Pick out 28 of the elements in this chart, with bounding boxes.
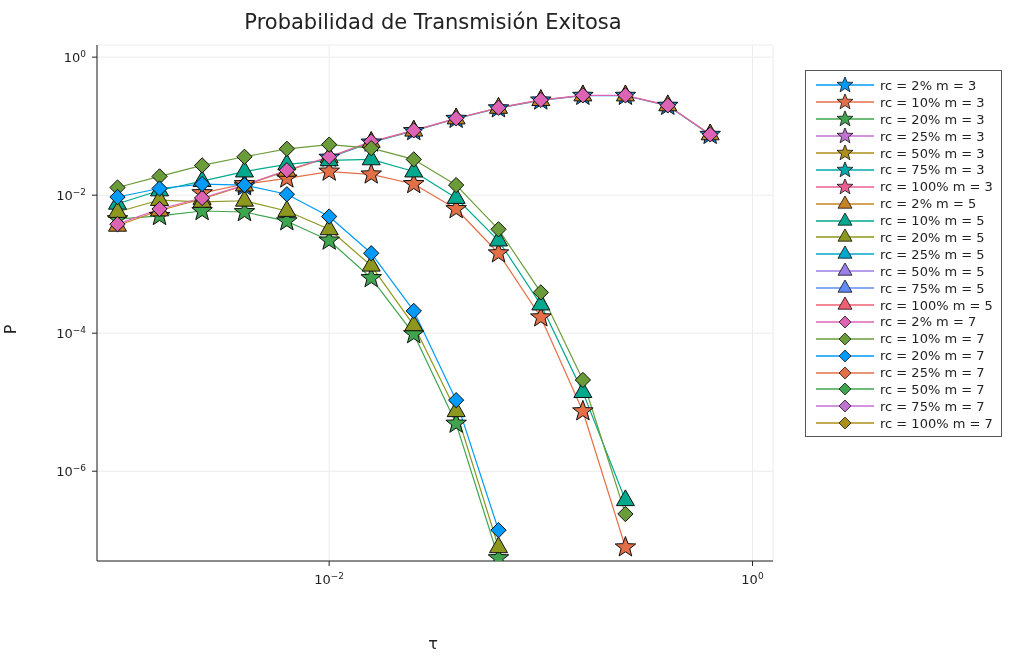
- y-axis-title: P: [1, 324, 21, 335]
- x-axis-title: τ: [427, 634, 439, 653]
- legend-label: rc = 10% m = 3: [880, 94, 985, 110]
- legend-label: rc = 25% m = 5: [880, 246, 985, 262]
- legend-label: rc = 10% m = 5: [880, 213, 985, 229]
- legend-label: rc = 100% m = 7: [880, 415, 993, 431]
- y-tick-label: 10$^{−4}$: [56, 325, 87, 342]
- legend-label: rc = 2% m = 7: [880, 314, 977, 330]
- chart-title: Probabilidad de Transmisión Exitosa: [243, 10, 623, 34]
- legend-label: rc = 20% m = 5: [880, 229, 985, 245]
- legend-label: rc = 25% m = 3: [880, 128, 985, 144]
- y-tick-label: 10$^{−2}$: [56, 187, 86, 204]
- y-tick-label: 10$^{0}$: [63, 49, 87, 66]
- legend-label: rc = 2% m = 3: [880, 77, 977, 93]
- legend-label: rc = 75% m = 3: [880, 162, 985, 178]
- legend-label: rc = 2% m = 5: [880, 196, 977, 212]
- legend-label: rc = 100% m = 3: [880, 179, 993, 195]
- legend-label: rc = 50% m = 3: [880, 145, 985, 161]
- legend-label: rc = 20% m = 7: [880, 348, 985, 364]
- y-tick-label: 10$^{−6}$: [56, 463, 87, 480]
- legend-label: rc = 25% m = 7: [880, 365, 985, 381]
- legend-label: rc = 100% m = 5: [880, 297, 993, 313]
- legend-label: rc = 50% m = 5: [880, 263, 985, 279]
- legend-label: rc = 50% m = 7: [880, 381, 985, 397]
- legend-label: rc = 75% m = 5: [880, 280, 985, 296]
- legend-label: rc = 10% m = 7: [880, 331, 985, 347]
- legend-label: rc = 75% m = 7: [880, 398, 985, 414]
- legend-label: rc = 20% m = 3: [880, 111, 985, 127]
